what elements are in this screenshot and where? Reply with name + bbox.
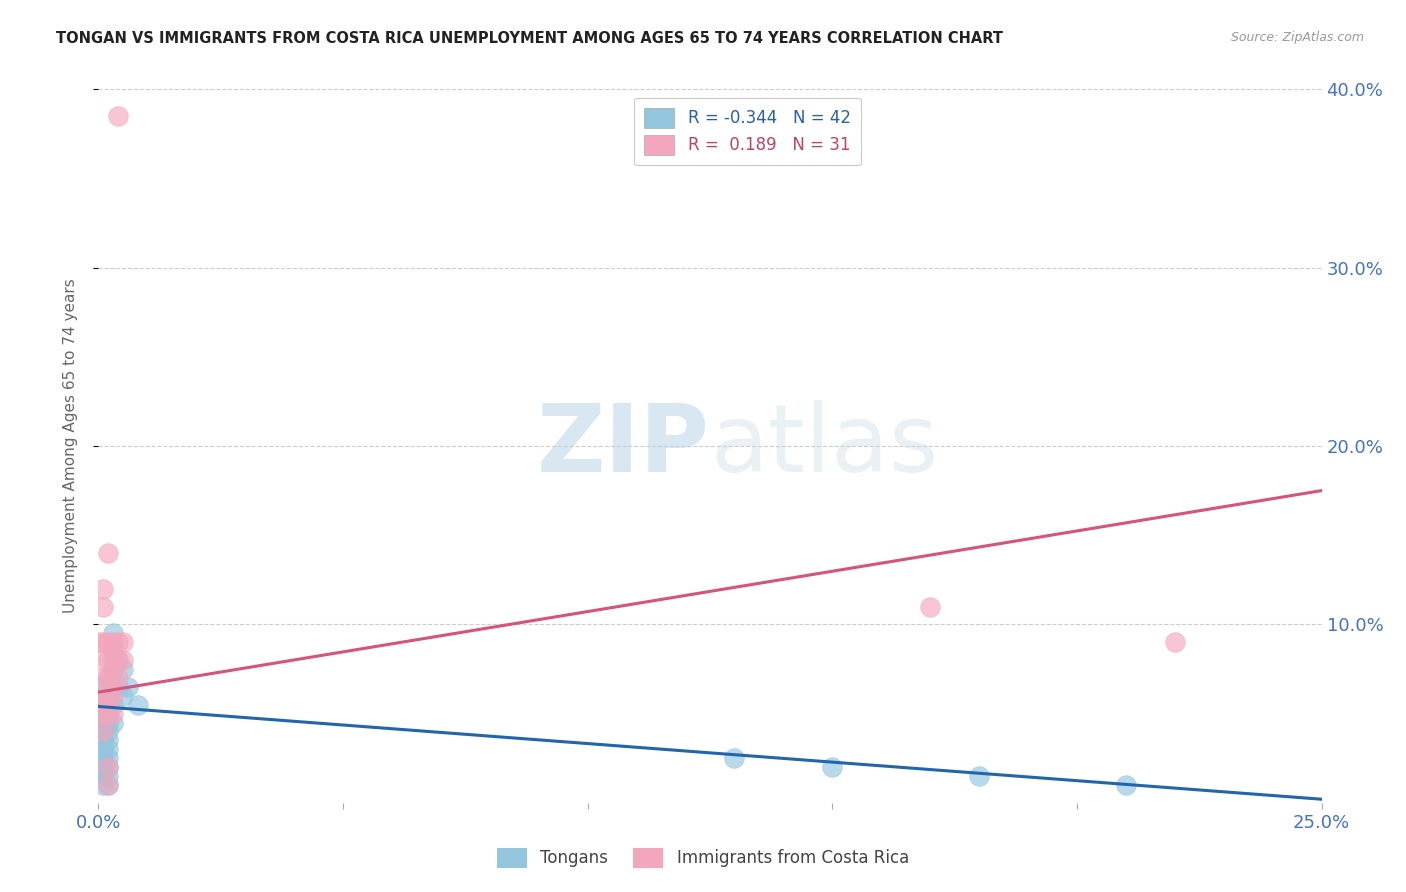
Point [920, 599, 942, 614]
Point [91, 671, 114, 685]
Text: atlas: atlas [710, 400, 938, 492]
Point [101, 715, 124, 730]
Point [87, 635, 110, 649]
Point [97, 698, 120, 712]
Point [101, 653, 124, 667]
Point [723, 751, 745, 765]
Point [97, 760, 120, 774]
Legend: R = -0.344   N = 42, R =  0.189   N = 31: R = -0.344 N = 42, R = 0.189 N = 31 [634, 97, 860, 165]
Point [101, 706, 124, 721]
Point [111, 653, 134, 667]
Point [101, 644, 124, 658]
Point [97, 635, 120, 649]
Point [107, 653, 129, 667]
Point [1115, 778, 1137, 792]
Point [91, 689, 114, 703]
Point [107, 109, 129, 123]
Point [97, 706, 120, 721]
Point [101, 680, 124, 694]
Point [87, 706, 110, 721]
Point [101, 626, 124, 640]
Point [107, 671, 129, 685]
Point [821, 760, 844, 774]
Text: Source: ZipAtlas.com: Source: ZipAtlas.com [1230, 31, 1364, 45]
Point [91, 724, 114, 739]
Point [91, 769, 114, 783]
Point [107, 653, 129, 667]
Point [97, 733, 120, 747]
Point [91, 635, 114, 649]
Point [91, 742, 114, 756]
Point [91, 778, 114, 792]
Point [91, 582, 114, 596]
Point [97, 778, 120, 792]
Point [97, 671, 120, 685]
Point [101, 662, 124, 676]
Point [91, 724, 114, 739]
Point [91, 715, 114, 730]
Point [97, 671, 120, 685]
Point [97, 715, 120, 730]
Point [97, 751, 120, 765]
Point [91, 689, 114, 703]
Point [111, 689, 134, 703]
Point [967, 769, 990, 783]
Legend: Tongans, Immigrants from Costa Rica: Tongans, Immigrants from Costa Rica [491, 841, 915, 875]
Point [97, 689, 120, 703]
Point [97, 706, 120, 721]
Point [87, 715, 110, 730]
Point [97, 742, 120, 756]
Point [101, 698, 124, 712]
Point [1164, 635, 1187, 649]
Point [91, 751, 114, 765]
Point [91, 698, 114, 712]
Point [97, 769, 120, 783]
Point [91, 599, 114, 614]
Point [107, 635, 129, 649]
Point [91, 680, 114, 694]
Point [91, 760, 114, 774]
Point [91, 733, 114, 747]
Point [87, 698, 110, 712]
Point [127, 698, 149, 712]
Point [97, 689, 120, 703]
Point [97, 778, 120, 792]
Point [97, 653, 120, 667]
Point [101, 635, 124, 649]
Y-axis label: Unemployment Among Ages 65 to 74 years: Unemployment Among Ages 65 to 74 years [63, 278, 77, 614]
Point [101, 671, 124, 685]
Point [91, 653, 114, 667]
Point [111, 635, 134, 649]
Point [97, 760, 120, 774]
Point [107, 680, 129, 694]
Point [101, 689, 124, 703]
Point [97, 724, 120, 739]
Point [91, 706, 114, 721]
Text: TONGAN VS IMMIGRANTS FROM COSTA RICA UNEMPLOYMENT AMONG AGES 65 TO 74 YEARS CORR: TONGAN VS IMMIGRANTS FROM COSTA RICA UNE… [56, 31, 1004, 46]
Point [91, 706, 114, 721]
Point [117, 680, 139, 694]
Point [111, 662, 134, 676]
Point [97, 546, 120, 560]
Text: ZIP: ZIP [537, 400, 710, 492]
